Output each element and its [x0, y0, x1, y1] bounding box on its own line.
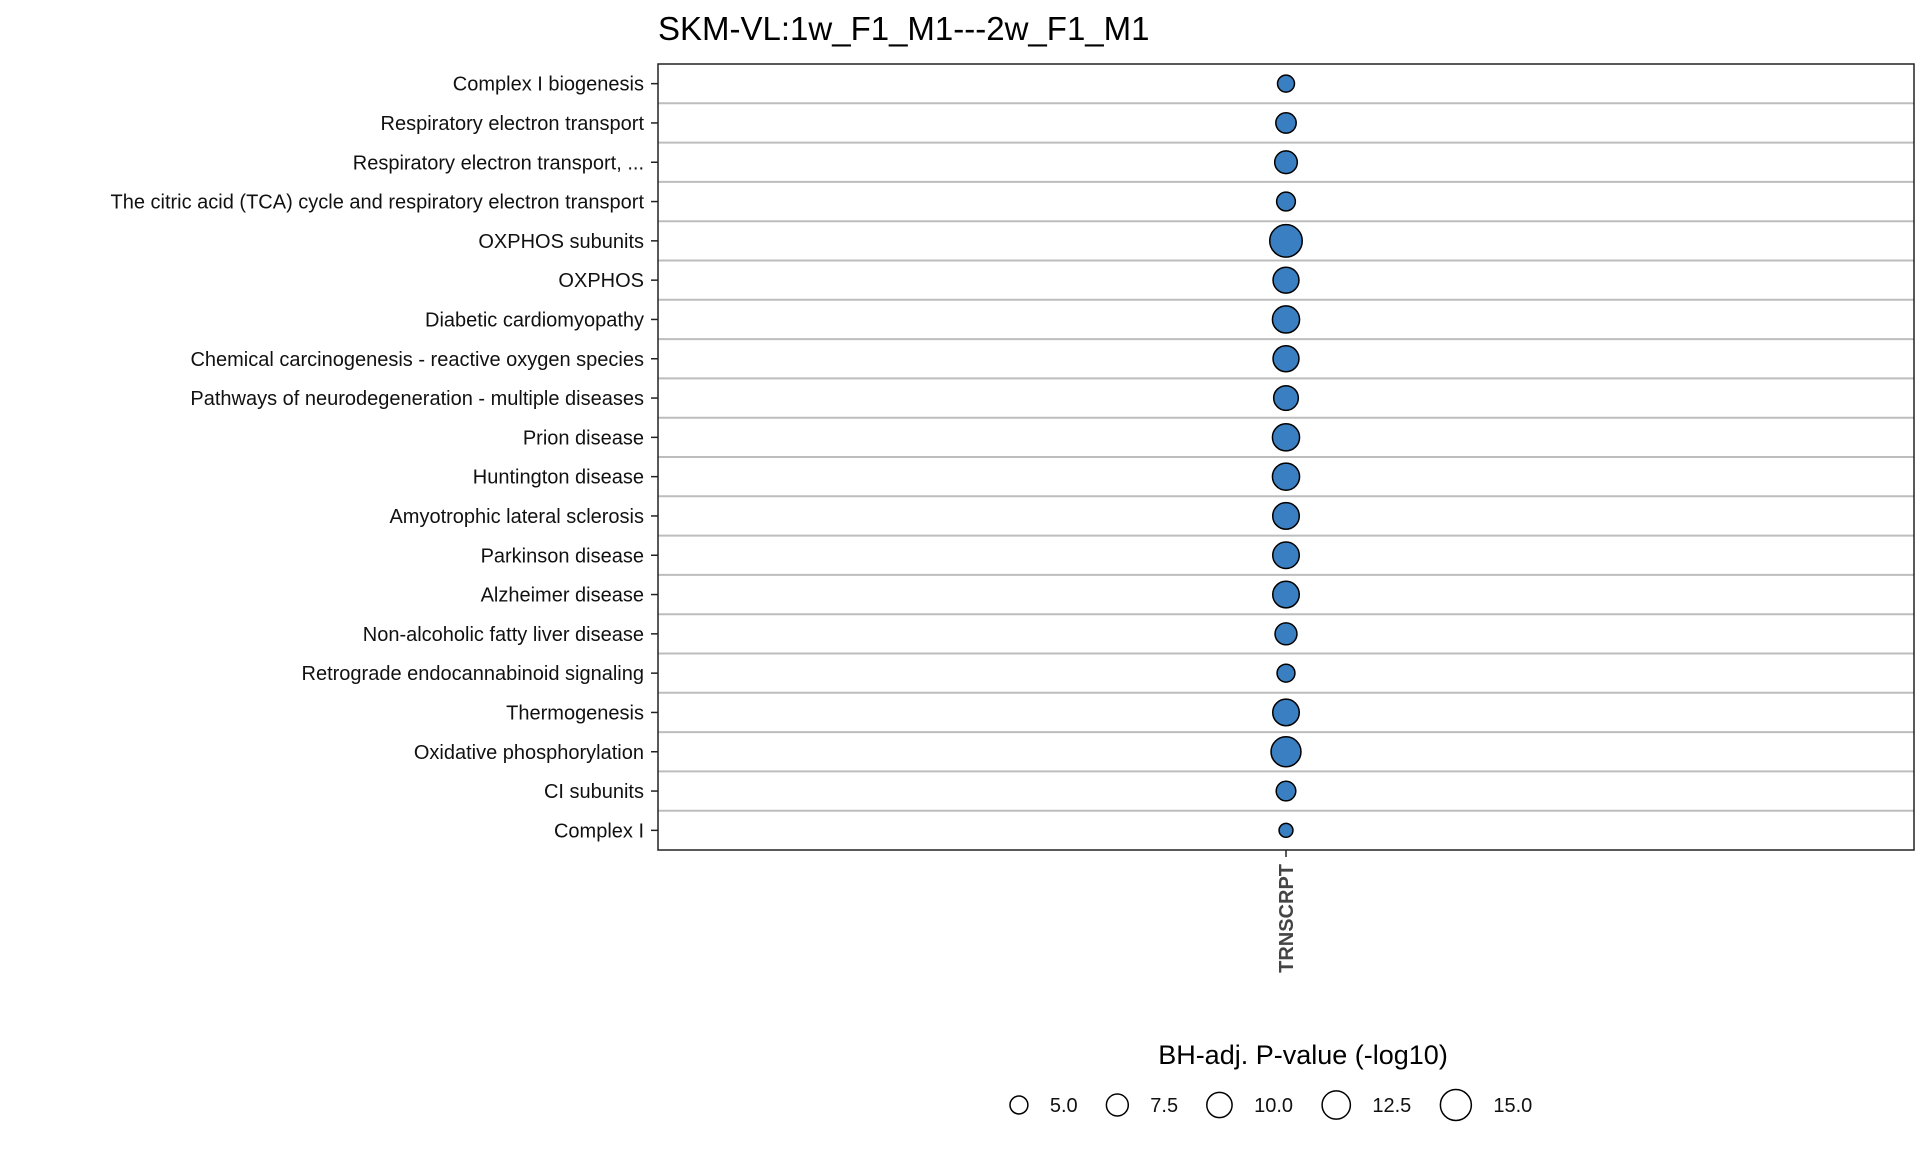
y-tick-label: Oxidative phosphorylation	[414, 742, 644, 764]
y-tick-label: The citric acid (TCA) cycle and respirat…	[110, 192, 644, 214]
data-point	[1271, 305, 1301, 334]
legend-size-key	[1105, 1093, 1130, 1117]
data-point	[1271, 501, 1301, 530]
y-tick-label: Amyotrophic lateral sclerosis	[389, 506, 644, 528]
y-tick-label: Respiratory electron transport	[381, 113, 645, 135]
y-tick-label: Prion disease	[523, 427, 644, 449]
y-tick-label: Respiratory electron transport, ...	[353, 152, 644, 174]
legend-size-key	[1206, 1091, 1233, 1119]
y-tick-label: Retrograde endocannabinoid signaling	[302, 663, 644, 685]
data-point	[1271, 580, 1301, 609]
y-tick-label: Huntington disease	[473, 467, 644, 489]
data-point	[1274, 622, 1298, 646]
data-point	[1271, 698, 1301, 727]
y-tick-label: CI subunits	[544, 781, 644, 803]
grid-layer	[658, 102, 1914, 812]
legend-size-label: 10.0	[1254, 1095, 1293, 1117]
legend-size-label: 7.5	[1150, 1095, 1178, 1117]
legend-size-key	[1321, 1090, 1352, 1120]
legend-size-key	[1009, 1095, 1029, 1115]
y-axis-ticks: Complex I biogenesis Respiratory electron…	[110, 74, 658, 842]
y-tick-label: OXPHOS subunits	[478, 231, 644, 253]
y-tick-label: Chemical carcinogenesis - reactive oxyge…	[190, 349, 644, 371]
y-tick-label: Non-alcoholic fatty liver disease	[363, 624, 644, 646]
x-tick-label: TRNSCRPT	[1276, 864, 1298, 973]
data-point	[1270, 736, 1302, 768]
x-axis-ticks: TRNSCRPT	[1276, 850, 1298, 973]
legend-size-label: 12.5	[1372, 1095, 1411, 1117]
data-point	[1276, 74, 1296, 93]
data-point	[1271, 423, 1301, 452]
points-layer	[1269, 74, 1303, 839]
legend-size-key	[1439, 1088, 1473, 1122]
data-point	[1276, 663, 1296, 683]
size-legend-title: BH-adj. P-value (-log10)	[1158, 1040, 1448, 1070]
legend-size-label: 5.0	[1050, 1095, 1078, 1117]
data-point	[1275, 780, 1297, 802]
data-point	[1272, 384, 1300, 412]
data-point	[1272, 266, 1300, 294]
y-tick-label: Thermogenesis	[506, 702, 644, 724]
y-tick-label: Complex I biogenesis	[453, 74, 644, 96]
data-point	[1275, 191, 1297, 212]
chart-title: SKM-VL:1w_F1_M1---2w_F1_M1	[658, 10, 1150, 47]
legend-size-label: 15.0	[1493, 1095, 1532, 1117]
y-tick-label: Diabetic cardiomyopathy	[425, 309, 644, 331]
data-point	[1278, 822, 1294, 839]
data-point	[1271, 462, 1301, 491]
data-point	[1275, 112, 1297, 134]
data-point	[1269, 223, 1303, 258]
data-point	[1272, 345, 1300, 373]
y-tick-label: Parkinson disease	[481, 545, 644, 567]
y-tick-label: Pathways of neurodegeneration - multiple…	[190, 388, 644, 410]
size-legend: 5.0 7.5 10.0 12.5 15.0	[1009, 1088, 1532, 1122]
y-tick-label: Complex I	[554, 820, 644, 842]
data-point	[1271, 541, 1301, 570]
data-point	[1273, 150, 1299, 175]
y-tick-label: OXPHOS	[558, 270, 644, 292]
y-tick-label: Alzheimer disease	[481, 585, 644, 607]
